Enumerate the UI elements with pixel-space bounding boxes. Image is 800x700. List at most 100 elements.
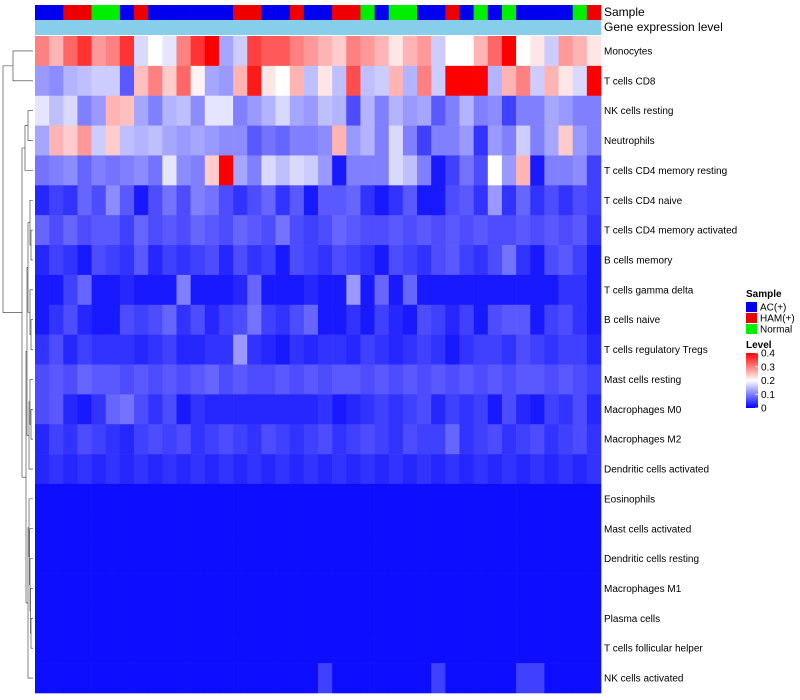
heatmap-cell xyxy=(247,125,262,156)
heatmap-cell xyxy=(431,633,446,664)
heatmap-cell xyxy=(261,125,276,156)
row-label: T cells CD4 naive xyxy=(604,196,683,207)
heatmap-cell xyxy=(105,125,121,156)
heatmap-cell xyxy=(417,274,432,306)
heatmap-cell xyxy=(360,215,375,246)
heatmap-cell xyxy=(190,663,206,694)
heatmap-cell xyxy=(162,36,177,67)
heatmap-cell xyxy=(530,125,545,156)
heatmap-cell xyxy=(374,573,390,604)
heatmap-cell xyxy=(501,65,517,97)
sample-annotation-label: Sample xyxy=(604,5,645,19)
heatmap-cell xyxy=(318,424,333,455)
heatmap-cell xyxy=(516,424,531,455)
gene-expression-cell-2 xyxy=(49,20,64,35)
heatmap-cell xyxy=(473,65,489,97)
heatmap-cell xyxy=(176,125,191,156)
heatmap-cell xyxy=(459,364,474,395)
heatmap-cell xyxy=(431,394,446,425)
heatmap-cell xyxy=(544,513,559,544)
sample-cell-25 xyxy=(374,5,390,20)
heatmap-cell xyxy=(374,65,390,97)
heatmap-cell xyxy=(162,334,177,365)
heatmap-cell xyxy=(275,364,290,395)
heatmap-cell xyxy=(134,245,149,276)
heatmap-cell xyxy=(176,513,191,544)
gene-expression-cell-4 xyxy=(77,20,92,35)
heatmap-cell xyxy=(544,543,559,574)
heatmap-cell xyxy=(487,36,503,67)
heatmap-cell xyxy=(572,304,588,335)
heatmap-cell xyxy=(247,513,262,544)
heatmap-cell xyxy=(388,334,404,365)
heatmap-cell xyxy=(445,65,460,97)
heatmap-cell xyxy=(218,663,234,694)
heatmap-cell xyxy=(473,364,489,395)
heatmap-cell xyxy=(289,663,305,694)
heatmap-cell xyxy=(360,95,375,126)
heatmap-cell xyxy=(346,185,361,216)
heatmap-cell xyxy=(148,185,163,216)
heatmap-cell xyxy=(105,65,121,97)
heatmap-cell xyxy=(445,155,460,186)
heatmap-cell xyxy=(204,185,220,216)
heatmap-cell xyxy=(247,573,262,604)
legend-label-ham: HAM(+) xyxy=(760,314,795,325)
dendrogram-branch xyxy=(29,379,33,425)
heatmap-cell xyxy=(233,573,248,604)
heatmap-cell xyxy=(544,274,559,306)
heatmap-cell xyxy=(261,95,276,126)
heatmap-cell xyxy=(35,185,50,216)
heatmap-cell xyxy=(558,95,573,126)
heatmap-cell xyxy=(572,334,588,365)
heatmap-cell xyxy=(176,454,191,485)
heatmap-cell xyxy=(445,304,460,335)
heatmap-cell xyxy=(261,483,276,515)
heatmap-cell xyxy=(558,245,573,276)
gene-expression-cell-17 xyxy=(261,20,276,35)
heatmap-cell xyxy=(275,245,290,276)
heatmap-cell xyxy=(388,633,404,664)
heatmap-cell xyxy=(218,155,234,186)
heatmap-cell xyxy=(176,36,191,67)
row-label: NK cells activated xyxy=(604,674,683,685)
heatmap-cell xyxy=(586,36,602,67)
heatmap-cell xyxy=(49,543,64,574)
heatmap-cell xyxy=(289,334,305,365)
heatmap-cell xyxy=(190,543,206,574)
sample-cell-13 xyxy=(204,5,220,20)
gene-expression-cell-21 xyxy=(318,20,333,35)
legend-tick-label: 0.3 xyxy=(761,362,775,373)
heatmap-cell xyxy=(105,215,121,246)
heatmap-cell xyxy=(105,543,121,574)
heatmap-cell xyxy=(261,424,276,455)
gene-expression-cell-40 xyxy=(586,20,602,35)
heatmap-cell xyxy=(91,245,107,276)
heatmap-cell xyxy=(501,633,517,664)
heatmap-cell xyxy=(586,543,602,574)
heatmap-cell xyxy=(417,394,432,425)
dendrogram-branch xyxy=(29,289,33,335)
heatmap-cell xyxy=(332,603,347,634)
heatmap-cell xyxy=(176,603,191,634)
sample-annotation-bar xyxy=(35,5,602,20)
heatmap-cell xyxy=(473,185,489,216)
heatmap-cell xyxy=(289,185,305,216)
heatmap-cell xyxy=(91,65,107,97)
sample-cell-16 xyxy=(247,5,262,20)
heatmap-cell xyxy=(49,215,64,246)
heatmap-cell xyxy=(303,424,319,455)
heatmap-cell xyxy=(35,274,50,306)
heatmap-cell xyxy=(544,334,559,365)
heatmap-cell xyxy=(402,304,418,335)
heatmap-cell xyxy=(247,394,262,425)
heatmap-cell xyxy=(49,95,64,126)
heatmap-cell xyxy=(119,65,135,97)
heatmap-cell xyxy=(572,603,588,634)
gene-expression-cell-15 xyxy=(233,20,248,35)
heatmap-cell xyxy=(49,155,64,186)
heatmap-cell xyxy=(431,215,446,246)
heatmap-cell xyxy=(572,125,588,156)
heatmap-cell xyxy=(402,424,418,455)
heatmap-cell xyxy=(91,36,107,67)
